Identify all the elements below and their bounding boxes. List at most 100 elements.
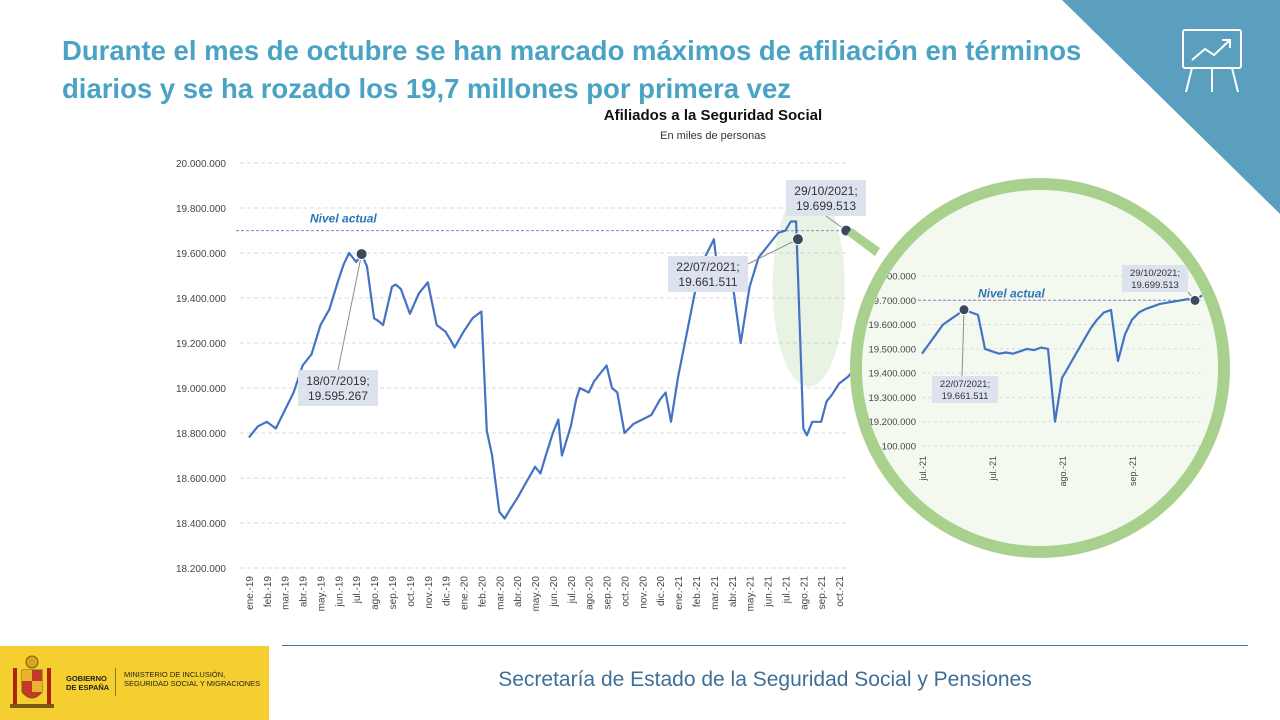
annotation-box <box>786 180 866 216</box>
zoom-annotation-date: 29/10/2021; <box>1130 268 1180 279</box>
zoom-annotation-box <box>932 376 998 403</box>
main-y-tick-label: 19.800.000 <box>176 204 226 215</box>
zoom-inset: 19.100.000 19.200.000 19.300.000 19.400.000… <box>847 178 1230 558</box>
main-y-tick-label: 18.200.000 <box>176 564 226 575</box>
annotation-box <box>668 256 748 292</box>
annotation-date: 18/07/2019; <box>306 374 369 388</box>
chart-title: Afiliados a la Seguridad Social <box>603 107 823 124</box>
main-x-tick-label: sep.-19 <box>388 576 399 610</box>
main-x-tick-label: mar.-21 <box>710 576 721 610</box>
main-x-tick-label: ene.-21 <box>674 576 685 610</box>
main-y-tick-label: 19.400.000 <box>176 294 226 305</box>
government-logo-block: GOBIERNO DE ESPAÑA MINISTERIO DE INCLUSI… <box>0 646 269 720</box>
annotation-marker <box>355 248 368 261</box>
zoom-annotation-box <box>1122 265 1188 292</box>
main-y-tick-label: 18.400.000 <box>176 519 226 530</box>
annotation-value: 19.595.267 <box>308 389 368 403</box>
main-x-tick-label: may.-21 <box>746 576 757 612</box>
zoom-x-tick-label: jul.-21 <box>918 456 928 482</box>
main-x-tick-label: nov.-20 <box>638 576 649 609</box>
zoom-highlight-area <box>772 186 845 387</box>
annotation-leader-line <box>747 238 799 265</box>
annotation-leader-line <box>337 253 363 371</box>
main-x-tick-label: dic.-20 <box>656 576 667 606</box>
main-x-tick-label: ago.-21 <box>799 576 810 610</box>
main-x-tick-label: jul.-21 <box>781 576 792 605</box>
ministry-label: MINISTERIO DE INCLUSIÓN, SEGURIDAD SOCIA… <box>124 670 261 688</box>
main-gridlines <box>240 162 848 569</box>
zoom-annotation-marker <box>958 304 970 316</box>
main-x-tick-label: ene.-20 <box>460 576 471 610</box>
zoom-background <box>862 190 1218 546</box>
main-x-tick-label: feb.-21 <box>692 576 703 608</box>
zoom-y-tick-label: 19.200.000 <box>868 417 916 428</box>
zoom-annotation-value: 19.661.511 <box>942 391 989 402</box>
zoom-y-tick-label: 19.600.000 <box>868 320 916 331</box>
main-x-tick-label: jun.-20 <box>549 576 560 608</box>
main-x-tick-label: oct.-19 <box>406 576 417 607</box>
reference-line-label: Nivel actual <box>310 212 377 226</box>
magnifier-handle <box>847 228 880 256</box>
zoom-annotation-leader <box>961 309 965 377</box>
main-x-tick-label: dic.-19 <box>442 576 453 606</box>
zoom-y-tick-label: 19.500.000 <box>868 344 916 355</box>
main-x-tick-label: ago.-20 <box>585 576 596 610</box>
gov-label: GOBIERNO DE ESPAÑA <box>66 674 110 692</box>
zoom-y-tick-label: 19.700.000 <box>868 296 916 307</box>
main-x-tick-label: feb.-20 <box>477 576 488 608</box>
main-x-tick-label: jun.-21 <box>764 576 775 608</box>
main-y-axis: 18.200.000 18.400.000 18.600.000 18.800.000… <box>176 159 226 575</box>
zoom-annotation-value: 19.699.513 <box>1131 280 1179 291</box>
zoom-annotation-marker <box>1189 294 1201 306</box>
zoom-x-tick-label: jul.-21 <box>988 456 998 482</box>
main-x-tick-label: may.-20 <box>531 576 542 612</box>
main-x-tick-label: jul.-20 <box>567 576 578 605</box>
main-x-tick-label: jun.-19 <box>334 576 345 608</box>
zoom-x-tick-label: ago.-21 <box>1058 456 1068 487</box>
zoom-plot: 19.100.000 19.200.000 19.300.000 19.400.000… <box>862 190 1218 546</box>
zoom-reference-label: Nivel actual <box>978 286 1045 300</box>
footer-agency: Secretaría de Estado de la Seguridad Soc… <box>498 668 1032 691</box>
slide-headline: Durante el mes de octubre se han marcado… <box>62 35 1082 104</box>
gov-divider <box>115 668 116 696</box>
annotation-value: 19.699.513 <box>796 199 856 213</box>
main-x-tick-label: feb.-19 <box>263 576 274 608</box>
main-x-tick-label: abr.-20 <box>513 576 524 608</box>
main-x-tick-label: ene.-19 <box>245 576 256 610</box>
main-reference-line: Nivel actual <box>236 212 848 232</box>
footer-divider <box>282 645 1248 646</box>
zoom-y-tick-label: 19.400.000 <box>868 369 916 380</box>
main-x-tick-label: nov.-19 <box>424 576 435 609</box>
main-x-tick-label: sep.-20 <box>603 576 614 610</box>
annotation-value: 19.661.511 <box>678 275 737 289</box>
zoom-annotation-date: 22/07/2021; <box>940 379 990 390</box>
main-y-tick-label: 19.000.000 <box>176 384 226 395</box>
main-x-tick-label: may.-19 <box>316 576 327 612</box>
main-series <box>248 186 855 520</box>
annotation-box <box>298 370 378 406</box>
main-x-tick-label: abr.-21 <box>728 576 739 608</box>
main-x-tick-label: oct.-20 <box>620 576 631 607</box>
main-y-tick-label: 20.000.000 <box>176 159 226 170</box>
zoom-x-tick-label: sep.-21 <box>1128 456 1138 486</box>
main-x-tick-label: mar.-19 <box>281 576 292 610</box>
zoom-y-tick-label: 19.800.000 <box>868 272 916 283</box>
annotation-date: 22/07/2021; <box>676 260 739 274</box>
main-x-tick-label: jul.-19 <box>352 576 363 605</box>
main-y-tick-label: 19.600.000 <box>176 249 226 260</box>
main-annotations: 18/07/2019;19.595.267 22/07/2021;19.661.5… <box>298 180 866 406</box>
main-x-tick-label: sep.-21 <box>817 576 828 610</box>
main-y-tick-label: 18.800.000 <box>176 429 226 440</box>
main-x-tick-label: oct.-21 <box>835 576 846 607</box>
main-x-tick-label: abr.-19 <box>299 576 310 608</box>
main-x-tick-label: mar.-20 <box>495 576 506 610</box>
main-x-tick-label: ago.-19 <box>370 576 381 610</box>
zoom-y-tick-label: 19.100.000 <box>868 442 916 453</box>
main-x-axis: ene.-19 feb.-19 mar.-19 abr.-19 may.-19 jun.-… <box>245 576 846 612</box>
annotation-marker <box>791 233 804 246</box>
annotation-date: 29/10/2021; <box>794 184 857 198</box>
main-y-tick-label: 19.200.000 <box>176 339 226 350</box>
main-y-tick-label: 18.600.000 <box>176 474 226 485</box>
chart-subtitle: En miles de personas <box>660 130 766 142</box>
